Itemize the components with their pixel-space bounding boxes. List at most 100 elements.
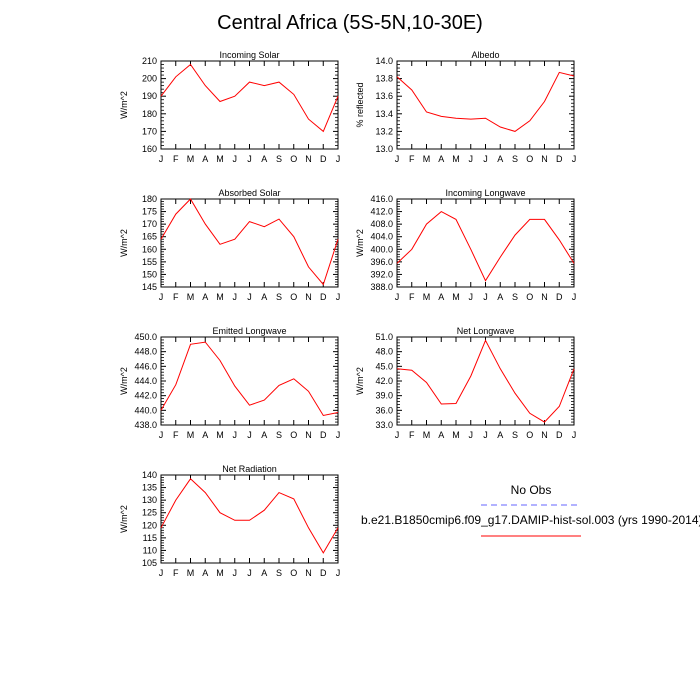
panel-title: Net Longwave: [457, 326, 515, 336]
y-tick-label: 120: [142, 520, 157, 530]
legend: No Obs b.e21.B1850cmip6.f09_g17.DAMIP-his…: [361, 483, 700, 537]
y-tick-label: 442.0: [134, 391, 157, 401]
x-tick-label: D: [320, 154, 327, 164]
series-line: [396, 71, 575, 132]
x-tick-label: J: [233, 430, 238, 440]
x-tick-label: S: [276, 430, 282, 440]
x-tick-label: J: [336, 430, 341, 440]
y-axis-label: W/m^2: [119, 91, 129, 119]
x-tick-label: J: [336, 292, 341, 302]
x-tick-label: O: [290, 430, 297, 440]
x-tick-label: M: [452, 154, 460, 164]
panel-title: Incoming Longwave: [445, 188, 525, 198]
panel-frame: [160, 198, 339, 288]
y-axis-label: W/m^2: [119, 505, 129, 533]
y-tick-label: 150: [142, 269, 157, 279]
x-tick-label: S: [512, 430, 518, 440]
x-tick-label: M: [187, 154, 195, 164]
y-tick-label: 396.0: [370, 257, 393, 267]
panel-6: Net Longwave 33.0 36.0 39.0 42.0 45.0 48.0 51.0…: [355, 326, 576, 440]
y-tick-label: 160: [142, 244, 157, 254]
y-tick-label: 175: [142, 207, 157, 217]
series-line: [396, 339, 575, 423]
x-tick-label: O: [526, 430, 533, 440]
x-tick-label: M: [452, 292, 460, 302]
y-tick-label: 13.8: [375, 74, 393, 84]
legend-label-obs: No Obs: [511, 483, 552, 497]
x-tick-label: O: [290, 154, 297, 164]
x-tick-label: A: [261, 154, 267, 164]
x-tick-label: S: [276, 568, 282, 578]
figure-title: Central Africa (5S-5N,10-30E): [217, 12, 483, 34]
x-tick-label: J: [336, 568, 341, 578]
x-tick-label: J: [395, 430, 400, 440]
x-tick-label: D: [556, 154, 563, 164]
y-tick-label: 155: [142, 257, 157, 267]
y-tick-label: 444.0: [134, 376, 157, 386]
y-tick-label: 45.0: [375, 361, 393, 371]
x-tick-label: J: [572, 154, 577, 164]
panel-frame: [160, 474, 339, 564]
y-tick-label: 14.0: [375, 56, 393, 66]
x-tick-label: F: [173, 154, 179, 164]
y-tick-label: 190: [142, 91, 157, 101]
x-tick-label: O: [526, 154, 533, 164]
y-tick-label: 180: [142, 194, 157, 204]
y-tick-label: 408.0: [370, 219, 393, 229]
y-tick-label: 13.2: [375, 126, 393, 136]
y-tick-label: 180: [142, 109, 157, 119]
x-tick-label: J: [233, 154, 238, 164]
y-tick-label: 125: [142, 508, 157, 518]
y-tick-label: 105: [142, 558, 157, 568]
panel-4: Incoming Longwave 388.0 392.0 396.0 400.0 404…: [355, 188, 576, 302]
x-tick-label: M: [423, 154, 431, 164]
x-tick-label: F: [409, 292, 415, 302]
x-tick-label: A: [438, 292, 444, 302]
x-tick-label: D: [320, 568, 327, 578]
x-tick-label: J: [159, 292, 164, 302]
y-tick-label: 130: [142, 495, 157, 505]
y-tick-label: 115: [143, 533, 157, 543]
x-tick-label: J: [336, 154, 341, 164]
y-tick-label: 160: [142, 144, 157, 154]
y-tick-label: 48.0: [375, 347, 393, 357]
x-tick-label: M: [216, 154, 224, 164]
y-tick-label: 39.0: [375, 391, 393, 401]
x-tick-label: A: [261, 430, 267, 440]
y-tick-label: 392.0: [370, 269, 393, 279]
y-tick-label: 135: [142, 483, 157, 493]
series-line: [396, 210, 575, 282]
x-tick-label: J: [247, 154, 252, 164]
x-tick-label: A: [438, 154, 444, 164]
panel-title: Albedo: [471, 50, 499, 60]
y-tick-label: 140: [142, 470, 157, 480]
y-tick-label: 51.0: [375, 332, 393, 342]
x-tick-label: S: [512, 292, 518, 302]
x-tick-label: A: [202, 292, 208, 302]
x-tick-label: J: [247, 568, 252, 578]
x-tick-label: A: [261, 292, 267, 302]
panel-title: Absorbed Solar: [218, 188, 280, 198]
x-tick-label: N: [541, 292, 548, 302]
y-tick-label: 13.6: [375, 91, 393, 101]
x-tick-label: D: [320, 430, 327, 440]
x-tick-label: M: [423, 292, 431, 302]
x-tick-label: M: [452, 430, 460, 440]
y-tick-label: 450.0: [134, 332, 157, 342]
y-tick-label: 400.0: [370, 244, 393, 254]
y-tick-label: 165: [142, 232, 157, 242]
y-axis-label: W/m^2: [355, 229, 365, 257]
series-line: [160, 341, 339, 417]
x-tick-label: A: [261, 568, 267, 578]
y-tick-label: 170: [142, 219, 157, 229]
x-tick-label: D: [320, 292, 327, 302]
x-tick-label: J: [572, 292, 577, 302]
y-tick-label: 412.0: [370, 207, 393, 217]
y-tick-label: 36.0: [375, 405, 393, 415]
series-line: [160, 198, 339, 286]
x-tick-label: N: [305, 568, 312, 578]
